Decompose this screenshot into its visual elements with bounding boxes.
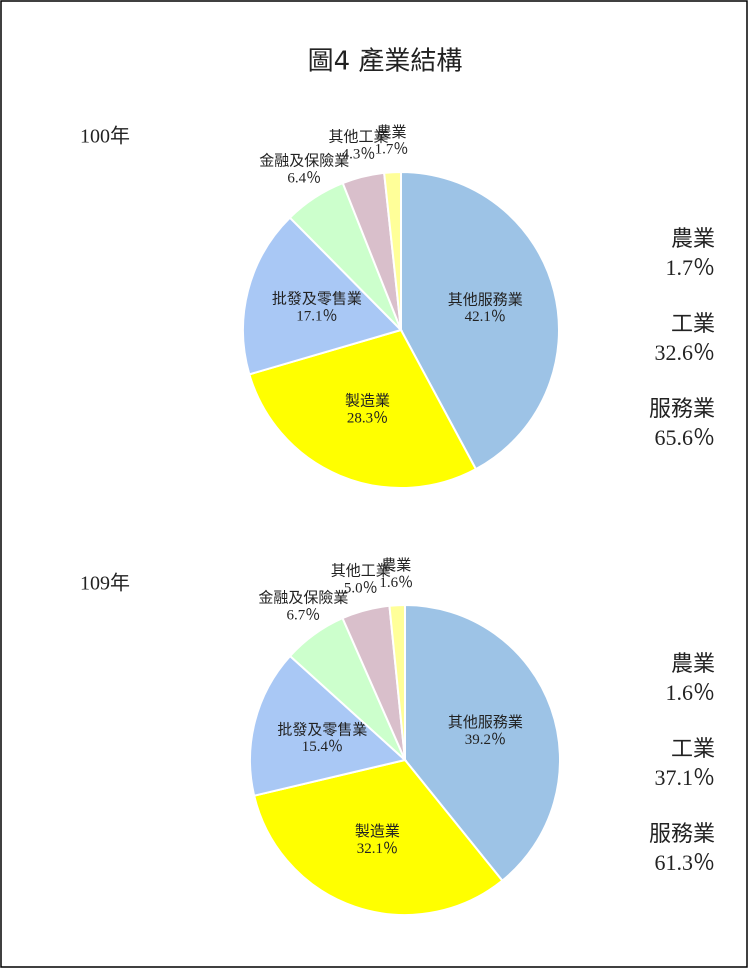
slice-label: 其他服務業	[448, 713, 523, 731]
pie-slice	[400, 170, 560, 471]
summary-value-label: 1.7％	[665, 255, 715, 280]
summary-label: 農業	[671, 227, 715, 252]
pie-slice	[248, 328, 478, 489]
slice-label: 製造業	[355, 822, 400, 840]
pie-slice	[383, 170, 402, 331]
slice-label: 其他工業	[331, 562, 391, 580]
slice-label: 農業	[377, 123, 407, 141]
slice-label: 金融及保險業	[259, 151, 349, 169]
summary-value-label: 37.1％	[654, 765, 715, 790]
slice-value-label: 1.6％	[379, 575, 413, 591]
pie-slice	[252, 758, 504, 916]
slice-value-label: 17.1％	[296, 309, 337, 325]
pie-title: 100年	[80, 125, 130, 148]
pie-title: 109年	[80, 572, 130, 595]
summary-value-label: 61.3％	[654, 850, 715, 875]
summary-value-label: 32.6％	[654, 340, 715, 365]
slice-value-label: 32.1％	[357, 841, 398, 857]
page-title: 圖4 產業結構	[308, 47, 463, 77]
summary-label: 工業	[671, 312, 715, 337]
slice-value-label: 39.2％	[465, 732, 506, 748]
summary-label: 服務業	[649, 397, 715, 422]
slice-label: 農業	[381, 556, 411, 574]
slice-value-label: 42.1％	[465, 309, 506, 325]
summary-label: 服務業	[649, 822, 715, 847]
slice-value-label: 4.3％	[342, 147, 376, 163]
slice-value-label: 6.7％	[287, 608, 321, 624]
summary-value-label: 1.6％	[665, 680, 715, 705]
pie-slice	[388, 603, 406, 761]
slice-value-label: 15.4％	[302, 739, 343, 755]
slice-value-label: 6.4％	[287, 170, 321, 186]
slice-value-label: 28.3％	[347, 411, 388, 427]
summary-label: 工業	[671, 737, 715, 762]
pie-slice	[242, 216, 403, 376]
slice-label: 其他服務業	[448, 290, 523, 308]
slice-label: 批發及零售業	[272, 290, 362, 308]
summary-label: 農業	[671, 652, 715, 677]
slice-label: 金融及保險業	[258, 589, 348, 607]
pie-slice	[249, 654, 408, 797]
slice-value-label: 5.0％	[344, 581, 378, 597]
slice-label: 批發及零售業	[277, 720, 367, 738]
slice-value-label: 1.7％	[375, 142, 409, 158]
summary-value-label: 65.6％	[654, 425, 715, 450]
pie-slice	[404, 603, 561, 883]
slice-label: 其他工業	[329, 128, 389, 146]
slice-label: 製造業	[345, 392, 390, 410]
